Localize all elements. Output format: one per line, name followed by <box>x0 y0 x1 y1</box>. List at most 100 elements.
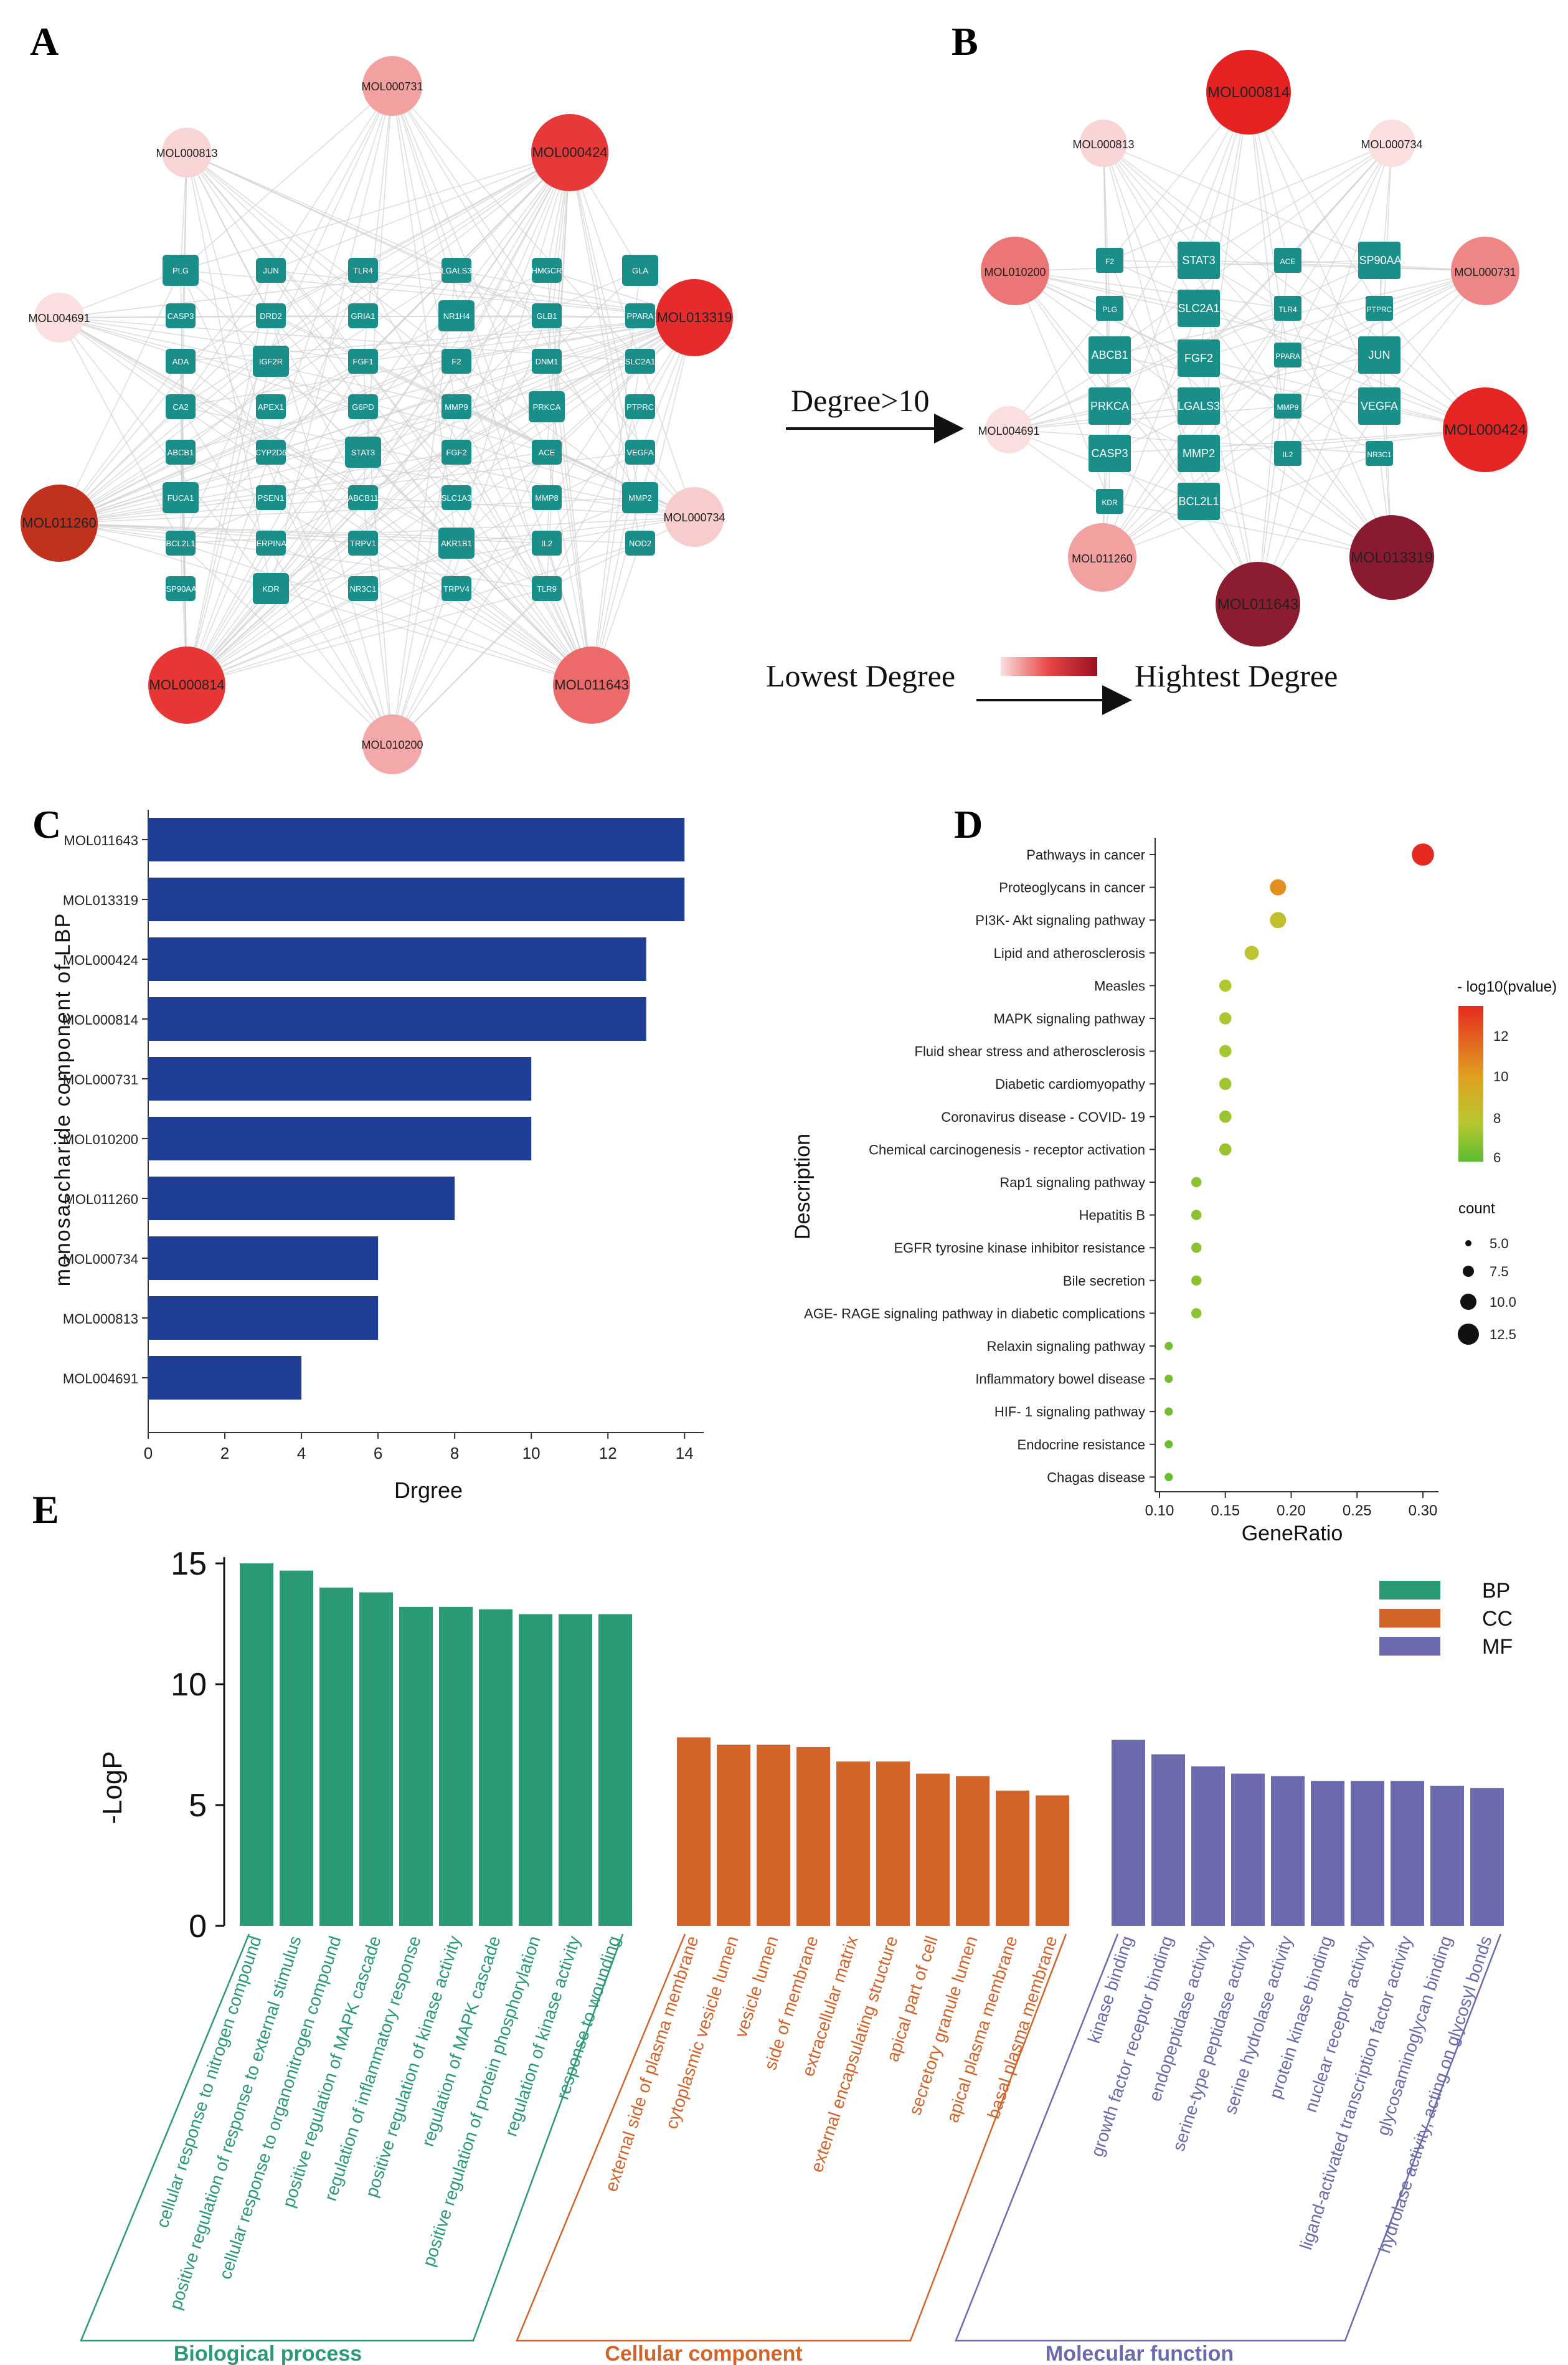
network-a-edge <box>270 317 695 544</box>
network-b-molecule-node <box>1368 120 1415 167</box>
network-a-target-node <box>625 349 655 374</box>
network-b-molecule-label: MOL013319 <box>1351 549 1433 566</box>
network-a-target-node <box>442 485 471 510</box>
network-a-edge <box>362 317 695 453</box>
network-a-target-label: DNM1 <box>536 357 559 366</box>
network-a-edge <box>456 270 695 518</box>
network-b-molecule-node <box>1068 523 1136 592</box>
network-a-edge <box>591 270 641 686</box>
network-a-target-label: MMP8 <box>535 493 559 503</box>
panel-d-term-label: Bile secretion <box>1063 1273 1145 1289</box>
network-a-edge <box>186 270 641 686</box>
network-a-edge <box>270 270 695 318</box>
network-a-molecule-label: MOL000813 <box>156 147 217 159</box>
network-a-target-label: GLA <box>632 266 648 275</box>
network-b-edge <box>1198 429 1486 454</box>
network-a-edge <box>362 152 570 271</box>
network-a-target-node <box>442 349 471 374</box>
network-a-edge <box>186 152 641 498</box>
count-legend-label: 10.0 <box>1490 1294 1516 1310</box>
network-a-edge <box>456 152 570 544</box>
panel-e-legend-swatch <box>1379 1637 1440 1656</box>
network-b-edge <box>1103 143 1380 261</box>
network-a-molecule-node <box>531 114 608 191</box>
network-a-edge <box>186 270 272 686</box>
network-b-target-label: VEGFA <box>1361 400 1398 412</box>
network-a-target-label: AKR1B1 <box>441 539 472 548</box>
network-b-molecule-node <box>1206 50 1291 135</box>
panel-d-ylabel: Description <box>791 1134 815 1239</box>
panel-e-bar <box>717 1745 750 1926</box>
network-a-edge <box>456 152 570 362</box>
network-a-target-node <box>253 573 289 604</box>
network-b-edge <box>1109 143 1392 356</box>
network-b-molecule-label: MOL010200 <box>984 266 1046 278</box>
panel-c-category-label: MOL000814 <box>63 1012 138 1028</box>
network-a-edge <box>270 85 393 453</box>
network-b-target-node <box>1366 441 1393 466</box>
network-a-target-label: NOD2 <box>629 539 651 548</box>
network-b-target-node <box>1274 343 1301 367</box>
network-b-molecule-node <box>981 237 1049 305</box>
network-b-edge <box>1198 143 1392 261</box>
panel-d-dot <box>1219 1012 1232 1025</box>
panel-d-term-label: AGE- RAGE signaling pathway in diabetic … <box>804 1306 1145 1321</box>
network-b-target-label: MMP9 <box>1277 403 1299 412</box>
panel-e-bar <box>240 1563 273 1926</box>
panel-e-bar <box>836 1761 870 1926</box>
network-b-molecule-node <box>1080 120 1127 167</box>
network-b-edge <box>1109 92 1249 356</box>
panel-c-bar <box>148 937 646 981</box>
network-b-molecule-node <box>1349 515 1434 600</box>
panel-c-bar <box>148 1296 379 1340</box>
panel-e-bar <box>559 1614 592 1926</box>
network-b-target-node <box>1178 290 1220 327</box>
color-legend-bar <box>1458 1006 1483 1162</box>
network-b-edge <box>1287 143 1392 454</box>
panel-d-term-label: Endocrine resistance <box>1018 1437 1145 1453</box>
panel-d-term-label: Chemical carcinogenesis - receptor activ… <box>869 1142 1145 1157</box>
network-a-edge <box>180 85 393 544</box>
panel-e-category-label: glycosaminoglycan binding <box>1373 1933 1456 2138</box>
network-a-target-node <box>532 531 562 556</box>
network-a-edge <box>456 516 695 544</box>
panel-d-dot <box>1191 1243 1202 1253</box>
network-a-molecule-label: MOL004691 <box>28 312 90 325</box>
panel-e-bar <box>1351 1781 1384 1926</box>
network-b-target-node <box>1274 248 1301 273</box>
network-a-edge <box>59 317 547 453</box>
network-b-edge <box>1109 354 1259 605</box>
network-a-molecule-node <box>148 647 225 724</box>
panel-d-dot <box>1219 1045 1232 1058</box>
network-a-target-label: TLR4 <box>353 266 373 275</box>
panel-d-dot <box>1219 1078 1232 1090</box>
panel-c-bar <box>148 878 685 921</box>
panel-d-dot <box>1244 946 1259 960</box>
network-b-edge <box>1198 358 1486 430</box>
panel-c-category-label: MOL011643 <box>64 833 138 848</box>
panel-d-term-label: Chagas disease <box>1047 1469 1145 1485</box>
network-a-target-node <box>253 346 289 377</box>
network-a-target-node <box>166 440 196 465</box>
network-a-edge <box>270 85 393 589</box>
network-a-target-label: VEGFA <box>626 448 654 457</box>
network-b-target-label: ABCB1 <box>1091 349 1128 361</box>
network-a-target-label: LGALS3 <box>441 266 471 275</box>
filter-arrow-label: Degree>10 <box>791 383 930 418</box>
network-b-molecule-label: MOL000734 <box>1361 138 1422 151</box>
network-a-target-label: G6PD <box>352 402 374 412</box>
panel-e-y-tick-label: 10 <box>171 1667 207 1703</box>
network-b-target-label: PTPRC <box>1367 305 1392 314</box>
color-legend-title: - log10(pvalue) <box>1457 979 1557 995</box>
network-a-target-label: ABCB1 <box>168 448 194 457</box>
network-a-target-label: F2 <box>451 357 461 366</box>
panel-d-dot <box>1191 1210 1202 1220</box>
panel-e-bar <box>1112 1740 1145 1926</box>
network-a-target-label: FUCA1 <box>168 493 194 503</box>
filter-arrow: Degree>10 <box>786 383 964 443</box>
network-b-molecule-node <box>1451 237 1519 305</box>
network-a-target-label: SERPINA6 <box>251 539 291 548</box>
count-legend-label: 5.0 <box>1490 1236 1509 1251</box>
network-b: F2 PLG ABCB1 PRKCA CASP3 KDR STAT3 SLC2A1 FGF2 LG… <box>978 50 1528 647</box>
panel-d-term-label: HIF- 1 signaling pathway <box>994 1404 1145 1419</box>
